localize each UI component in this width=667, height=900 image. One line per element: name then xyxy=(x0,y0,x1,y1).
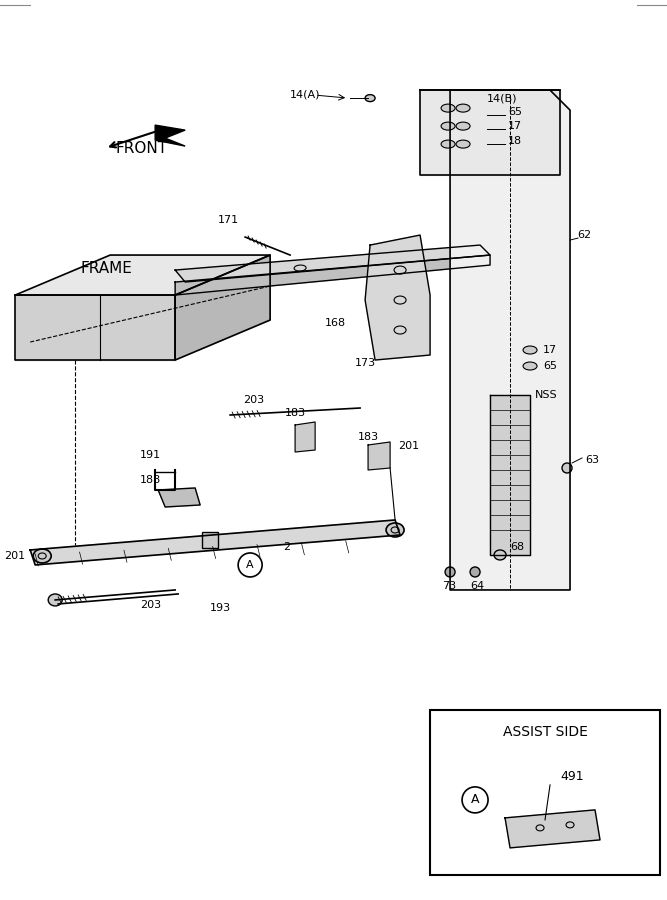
Polygon shape xyxy=(490,395,530,555)
Polygon shape xyxy=(368,442,390,470)
Polygon shape xyxy=(295,422,315,452)
Text: 168: 168 xyxy=(325,318,346,328)
Text: 188: 188 xyxy=(140,475,161,485)
Ellipse shape xyxy=(470,567,480,577)
Text: 64: 64 xyxy=(470,581,484,591)
Ellipse shape xyxy=(445,567,455,577)
Polygon shape xyxy=(158,488,200,507)
Text: 2: 2 xyxy=(283,542,290,552)
Ellipse shape xyxy=(48,594,62,606)
Polygon shape xyxy=(505,810,600,848)
Text: 14(B): 14(B) xyxy=(487,93,518,104)
Text: 183: 183 xyxy=(285,408,306,418)
Polygon shape xyxy=(365,235,430,360)
Text: NSS: NSS xyxy=(535,390,558,400)
Text: 203: 203 xyxy=(140,600,161,610)
Polygon shape xyxy=(175,245,490,282)
Text: 14(A): 14(A) xyxy=(290,89,321,99)
Ellipse shape xyxy=(365,94,375,102)
Text: 201: 201 xyxy=(4,551,25,561)
Text: 203: 203 xyxy=(243,395,264,405)
Polygon shape xyxy=(450,90,570,590)
Text: 62: 62 xyxy=(577,230,591,240)
Polygon shape xyxy=(175,255,270,360)
Polygon shape xyxy=(30,520,400,565)
Bar xyxy=(202,532,218,548)
Text: 17: 17 xyxy=(508,122,522,131)
Ellipse shape xyxy=(441,140,455,148)
Text: ASSIST SIDE: ASSIST SIDE xyxy=(503,724,588,739)
Text: A: A xyxy=(471,794,480,806)
Polygon shape xyxy=(420,90,560,176)
Text: FRONT: FRONT xyxy=(115,140,167,156)
Text: 191: 191 xyxy=(140,450,161,460)
Ellipse shape xyxy=(562,463,572,473)
Text: 65: 65 xyxy=(508,107,522,117)
Ellipse shape xyxy=(441,122,455,130)
Text: 65: 65 xyxy=(543,361,557,371)
Text: 17: 17 xyxy=(543,345,557,355)
Text: 63: 63 xyxy=(585,455,599,465)
Ellipse shape xyxy=(523,362,537,370)
Ellipse shape xyxy=(33,549,51,563)
Ellipse shape xyxy=(523,346,537,354)
Ellipse shape xyxy=(386,523,404,537)
Text: 173: 173 xyxy=(355,358,376,368)
Text: 18: 18 xyxy=(508,136,522,146)
Ellipse shape xyxy=(456,140,470,148)
Polygon shape xyxy=(175,255,490,295)
Polygon shape xyxy=(155,125,185,146)
Text: 193: 193 xyxy=(210,603,231,613)
Ellipse shape xyxy=(456,104,470,112)
Text: 73: 73 xyxy=(442,581,456,591)
Text: 171: 171 xyxy=(218,215,239,225)
Polygon shape xyxy=(15,295,175,360)
Ellipse shape xyxy=(494,550,506,560)
Text: 201: 201 xyxy=(398,441,419,451)
Ellipse shape xyxy=(441,104,455,112)
Text: 183: 183 xyxy=(358,432,380,442)
Text: FRAME: FRAME xyxy=(80,261,132,275)
Text: A: A xyxy=(246,560,254,570)
Ellipse shape xyxy=(456,122,470,130)
Text: 68: 68 xyxy=(510,542,524,552)
Text: 491: 491 xyxy=(560,770,584,783)
Polygon shape xyxy=(15,255,270,295)
